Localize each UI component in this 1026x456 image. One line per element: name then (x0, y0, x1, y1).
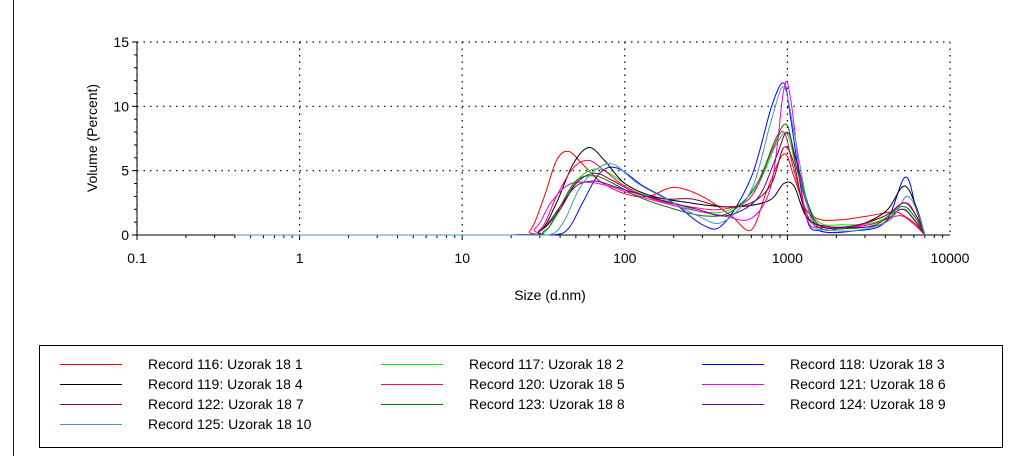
legend-swatch (702, 363, 764, 365)
legend-item: Record 125: Uzorak 18 10 (40, 414, 311, 434)
legend-swatch (60, 423, 122, 425)
x-tick-label: 0.1 (127, 250, 147, 266)
series-line-3 (234, 82, 926, 236)
legend-item: Record 121: Uzorak 18 6 (682, 374, 946, 394)
x-axis-title: Size (d.nm) (514, 287, 586, 303)
legend-label: Record 124: Uzorak 18 9 (790, 396, 946, 412)
x-tick-label: 1000 (772, 250, 803, 266)
legend-label: Record 116: Uzorak 18 1 (148, 356, 303, 372)
legend-item: Record 124: Uzorak 18 9 (682, 394, 946, 414)
series-line-6 (234, 80, 926, 236)
y-tick-label: 0 (121, 227, 129, 243)
legend-swatch (60, 403, 122, 405)
x-tick-label: 10000 (931, 250, 970, 266)
x-tick-label: 10 (454, 250, 470, 266)
y-axis-title: Volume (Percent) (84, 84, 100, 192)
y-tick-label: 15 (113, 34, 129, 50)
series-line-4 (234, 146, 926, 236)
tick-label-layer: 0.1 1 10 100 1000 10000 0 5 10 15 (113, 34, 969, 266)
legend-item: Record 123: Uzorak 18 8 (361, 394, 625, 414)
legend-swatch (381, 363, 443, 365)
legend-swatch (381, 403, 443, 405)
legend-item: Record 119: Uzorak 18 4 (40, 374, 303, 394)
legend-swatch (60, 363, 122, 365)
legend-label: Record 123: Uzorak 18 8 (469, 396, 625, 412)
legend-label: Record 121: Uzorak 18 6 (790, 376, 946, 392)
x-tick-label: 100 (613, 250, 637, 266)
legend-label: Record 125: Uzorak 18 10 (148, 416, 312, 432)
legend-label: Record 122: Uzorak 18 7 (148, 396, 304, 412)
y-tick-label: 5 (121, 163, 129, 179)
legend-swatch (381, 383, 443, 385)
legend-item: Record 122: Uzorak 18 7 (40, 394, 304, 414)
series-layer (234, 80, 926, 236)
series-line-1 (234, 150, 926, 236)
window-left-border (13, 0, 14, 456)
legend-label: Record 117: Uzorak 18 2 (469, 356, 624, 372)
legend-swatch (702, 403, 764, 405)
legend-label: Record 119: Uzorak 18 4 (148, 376, 303, 392)
y-tick-label: 10 (113, 98, 129, 114)
x-tick-label: 1 (296, 250, 304, 266)
axis-layer (132, 41, 950, 240)
legend-label: Record 118: Uzorak 18 3 (790, 356, 945, 372)
series-line-8 (234, 123, 926, 236)
grid-layer (136, 41, 951, 235)
legend-swatch (60, 383, 122, 385)
series-line-9 (234, 131, 926, 236)
legend-item: Record 117: Uzorak 18 2 (361, 354, 624, 374)
chart-legend: Record 116: Uzorak 18 1 Record 117: Uzora… (39, 345, 1003, 448)
legend-swatch (702, 383, 764, 385)
series-line-7 (234, 146, 926, 236)
legend-item: Record 116: Uzorak 18 1 (40, 354, 303, 374)
legend-item: Record 118: Uzorak 18 3 (682, 354, 945, 374)
legend-label: Record 120: Uzorak 18 5 (469, 376, 625, 392)
legend-item: Record 120: Uzorak 18 5 (361, 374, 625, 394)
chart-canvas: 0.1 1 10 100 1000 10000 0 5 10 15 Size (d.nm) Vol… (84, 34, 970, 303)
series-line-10 (234, 86, 926, 236)
